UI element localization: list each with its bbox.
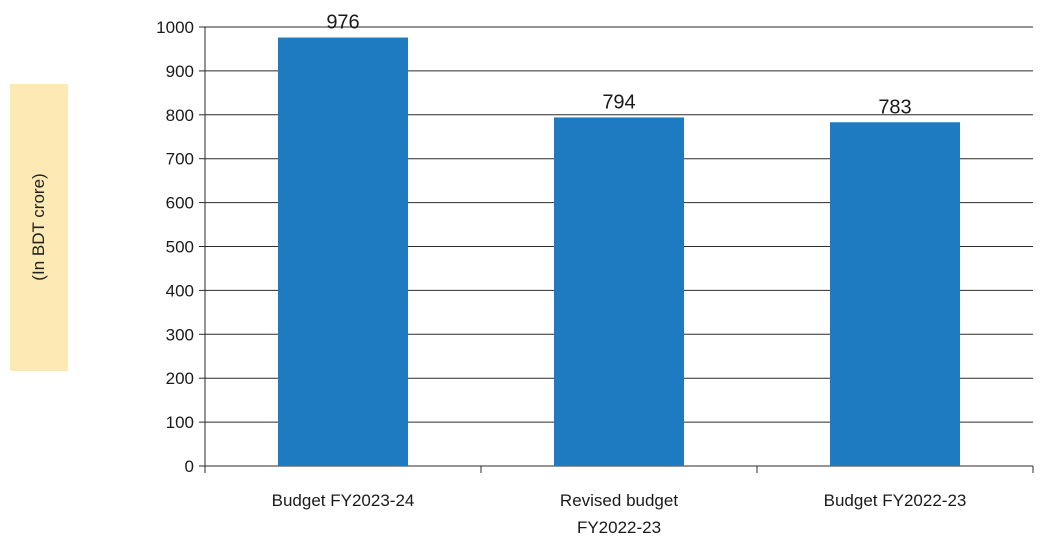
- y-tick-label: 400: [166, 281, 194, 300]
- y-tick-label: 100: [166, 413, 194, 432]
- data-label: 783: [878, 96, 911, 118]
- y-axis-label-box: [10, 84, 68, 371]
- bar: [278, 37, 408, 466]
- y-tick-label: 200: [166, 369, 194, 388]
- data-label: 794: [602, 91, 635, 113]
- y-tick-label: 0: [185, 457, 194, 476]
- bar: [830, 122, 960, 466]
- y-tick-label: 800: [166, 106, 194, 125]
- y-tick-label: 600: [166, 194, 194, 213]
- x-tick-label: Revised budget: [560, 491, 678, 510]
- data-label: 976: [326, 12, 359, 34]
- bar: [554, 117, 684, 467]
- x-tick-label: Budget FY2023-24: [272, 491, 415, 510]
- bars: [278, 37, 960, 467]
- x-tick-label: Budget FY2022-23: [824, 491, 967, 510]
- y-tick-labels: 0 100 200 300 400 500 600 700 800 900 1000: [156, 18, 194, 476]
- y-tick-label: 900: [166, 62, 194, 81]
- x-tick-label: FY2022-23: [577, 518, 661, 537]
- y-tick-label: 700: [166, 150, 194, 169]
- y-tick-label: 300: [166, 325, 194, 344]
- x-tick-labels: Budget FY2023-24 Revised budget FY2022-23 B…: [272, 491, 967, 537]
- data-labels: 976 794 783: [326, 12, 911, 119]
- y-tick-label: 500: [166, 238, 194, 257]
- y-tick-label: 1000: [156, 18, 194, 37]
